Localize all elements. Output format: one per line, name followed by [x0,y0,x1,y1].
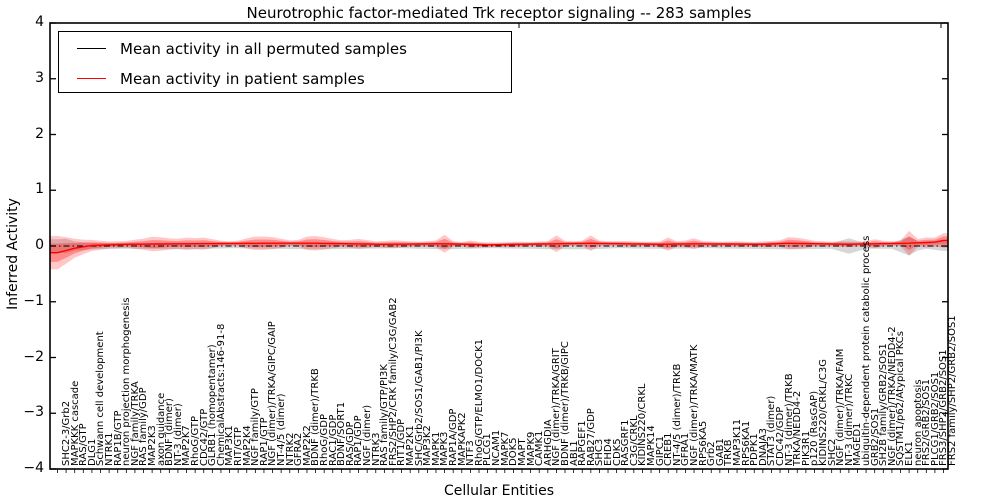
y-tick-label: 3 [35,69,44,86]
patient-spread-band-outer [50,230,948,270]
y-tick-label: 1 [35,181,44,198]
y-tick-label: 4 [35,14,44,30]
patient-mean-line [50,239,948,254]
y-tick-label: −1 [23,292,44,309]
x-tick-label: FRS2 family/SHP2/GRB2/SOS1 [947,315,958,466]
x-axis-label: Cellular Entities [443,483,555,499]
legend-row-permuted: Mean activity in all permuted samples [59,32,511,62]
permuted-line-swatch [77,48,106,49]
legend: Mean activity in all permuted samples Me… [58,31,512,93]
axes-frame [49,22,949,470]
patient-line-swatch [77,78,106,79]
legend-label-permuted: Mean activity in all permuted samples [120,39,407,58]
y-tick-label: −3 [23,404,44,421]
y-tick-label: −4 [23,460,44,476]
y-tick-label: 0 [35,237,44,253]
y-tick-label: −2 [23,348,44,365]
y-tick-label: 2 [35,125,44,142]
legend-row-patient: Mean activity in patient samples [59,62,511,92]
chart-title: Neurotrophic factor-mediated Trk recepto… [246,4,752,22]
legend-label-patient: Mean activity in patient samples [120,69,365,88]
